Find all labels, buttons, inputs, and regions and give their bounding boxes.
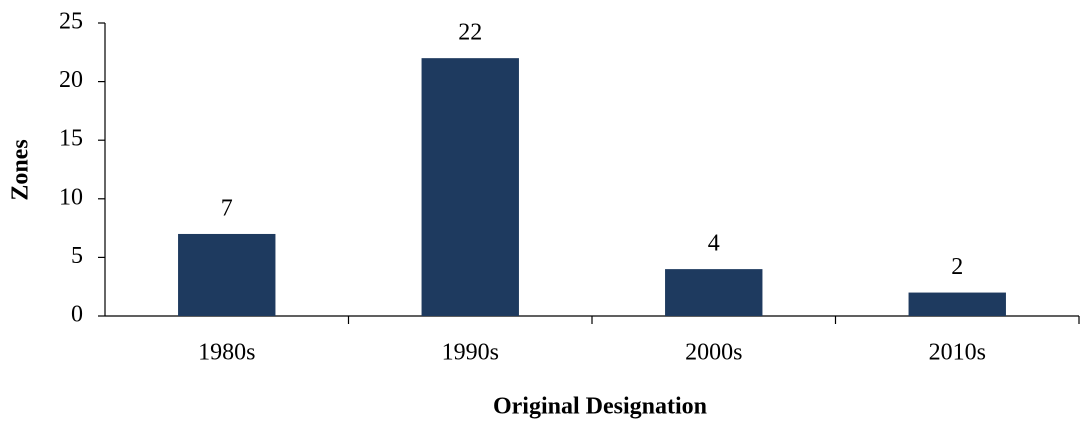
x-tick-label: 1980s [198,340,255,366]
bar [421,58,519,316]
data-label: 4 [708,231,720,257]
bar [665,269,763,316]
x-tick-label: 2000s [685,340,742,366]
x-tick-label: 2010s [929,340,986,366]
y-tick-label: 5 [71,243,83,269]
y-tick-label: 0 [71,302,83,328]
x-tick-label: 1990s [442,340,499,366]
bar [178,233,276,316]
y-tick-label: 15 [59,126,83,152]
y-tick-label: 20 [59,67,83,93]
y-tick-label: 25 [59,9,83,35]
y-tick-label: 10 [59,184,83,210]
data-label: 7 [221,195,233,221]
y-axis-title: Zones [8,139,34,200]
bar [908,292,1006,316]
data-label: 2 [951,254,963,280]
data-label: 22 [458,20,482,46]
x-axis-title: Original Designation [493,394,707,420]
